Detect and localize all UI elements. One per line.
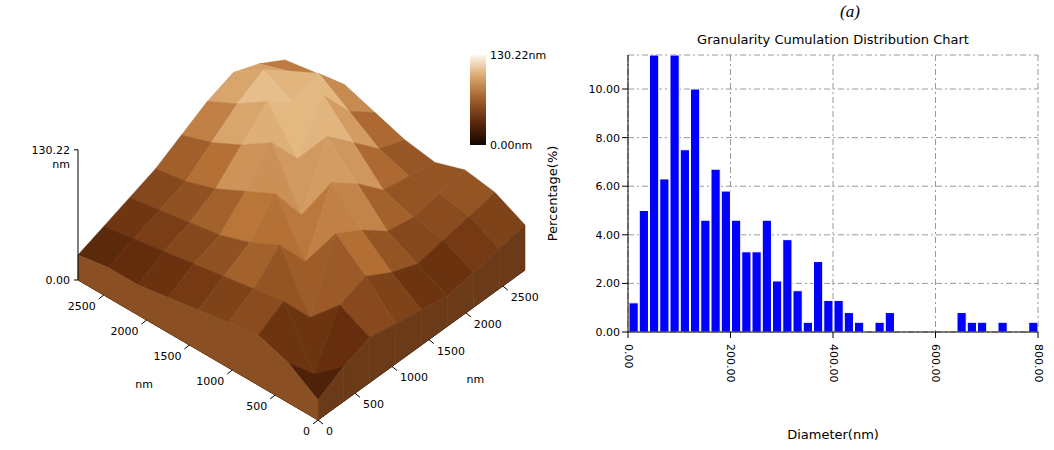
svg-text:4.00: 4.00 — [596, 229, 621, 242]
svg-text:Percentage(%): Percentage(%) — [545, 146, 560, 242]
svg-text:0.00nm: 0.00nm — [490, 139, 532, 152]
svg-text:8.00: 8.00 — [596, 132, 621, 145]
svg-text:1500: 1500 — [437, 345, 465, 358]
svg-text:800.00: 800.00 — [1032, 344, 1045, 383]
svg-text:0.00: 0.00 — [622, 344, 635, 369]
svg-text:500: 500 — [246, 400, 267, 413]
svg-text:500: 500 — [363, 398, 384, 411]
svg-text:10.00: 10.00 — [589, 83, 621, 96]
svg-text:nm: nm — [467, 373, 485, 386]
svg-text:600.00: 600.00 — [929, 344, 942, 383]
svg-text:130.22: 130.22 — [32, 144, 71, 157]
svg-text:130.22nm: 130.22nm — [490, 49, 546, 62]
svg-text:2000: 2000 — [474, 318, 502, 331]
svg-text:2000: 2000 — [111, 325, 139, 338]
svg-text:1500: 1500 — [153, 350, 181, 363]
svg-text:0.00: 0.00 — [46, 274, 71, 287]
svg-text:1000: 1000 — [196, 375, 224, 388]
svg-text:0: 0 — [326, 425, 333, 438]
svg-text:nm: nm — [52, 158, 70, 171]
html-text:Granularity Cumulation Distrib: Granularity Cumulation Distribution Char… — [697, 32, 969, 47]
svg-text:2.00: 2.00 — [596, 277, 621, 290]
svg-text:400.00: 400.00 — [827, 344, 840, 383]
svg-text:2500: 2500 — [68, 300, 96, 313]
svg-text:0.00: 0.00 — [596, 326, 621, 339]
svg-text:Diameter(nm): Diameter(nm) — [787, 427, 879, 442]
svg-text:2500: 2500 — [511, 291, 539, 304]
svg-text:1000: 1000 — [400, 371, 428, 384]
html-text:(a): (a) — [840, 2, 860, 21]
svg-text:200.00: 200.00 — [724, 344, 737, 383]
svg-text:nm: nm — [135, 378, 153, 391]
svg-text:0: 0 — [303, 425, 310, 438]
svg-text:6.00: 6.00 — [596, 180, 621, 193]
